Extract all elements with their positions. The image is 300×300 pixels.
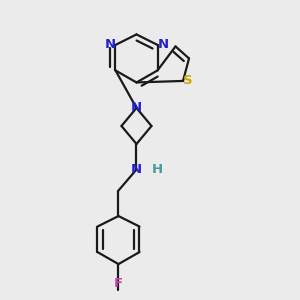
- Text: N: N: [131, 163, 142, 176]
- Text: H: H: [152, 163, 163, 176]
- Text: F: F: [114, 277, 123, 290]
- Text: N: N: [158, 38, 169, 51]
- Text: N: N: [104, 38, 116, 51]
- Text: N: N: [131, 101, 142, 115]
- Text: S: S: [183, 74, 193, 87]
